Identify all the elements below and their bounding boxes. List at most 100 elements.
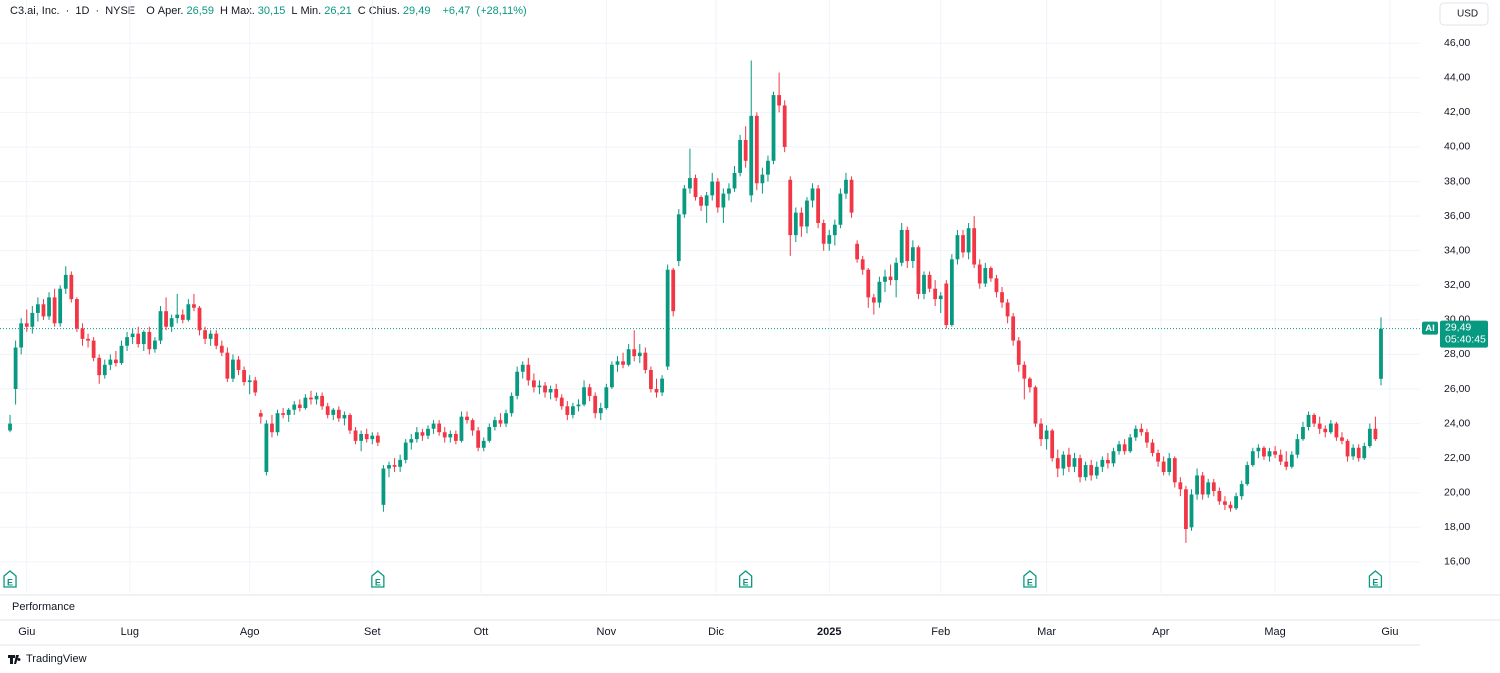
candle-body (448, 433, 453, 438)
candle-body (688, 178, 692, 189)
candle-body (364, 433, 369, 440)
candle-body (944, 283, 949, 326)
candle-body (1301, 427, 1305, 440)
candle-body (1128, 437, 1133, 452)
candle-body (426, 428, 430, 436)
x-tick-label: Nov (597, 626, 617, 638)
field-value: 29,49 (402, 5, 431, 17)
candle-body (827, 235, 832, 244)
candle-body (19, 323, 24, 348)
currency[interactable]: USD (1457, 9, 1478, 20)
candle-body (303, 397, 308, 409)
earnings-icon (1368, 570, 1383, 588)
candle-body (548, 388, 553, 393)
candle-body (1323, 428, 1328, 433)
candle-body (782, 105, 787, 147)
candle-body (1317, 423, 1322, 429)
y-tick-label: 42,00 (1444, 106, 1470, 118)
candle-body (1150, 442, 1155, 453)
candle-body (453, 433, 458, 441)
candle-body (387, 465, 391, 469)
candle-body (1111, 451, 1116, 464)
candle-body (593, 395, 598, 414)
candle-body (793, 212, 798, 236)
candle-body (777, 95, 781, 106)
candle-body (537, 385, 542, 388)
field-value: 26,59 (186, 5, 214, 17)
candle-body (671, 269, 676, 312)
symbol: C3.ai, Inc. (10, 5, 60, 17)
candle-body (576, 404, 581, 407)
candle-body (727, 188, 731, 194)
last-price-label: 29,49 (1445, 321, 1471, 333)
candle-body (922, 274, 926, 294)
candle-body (481, 440, 486, 448)
candle-body (320, 395, 325, 407)
candle-body (654, 388, 659, 393)
candle-body (247, 380, 252, 383)
candle-body (649, 369, 653, 389)
candle-body (1117, 444, 1121, 452)
candle-body (292, 404, 297, 410)
candle-body (1106, 459, 1110, 464)
x-tick-label: Lug (121, 626, 139, 638)
candle-body (208, 333, 213, 339)
candle-body (838, 193, 843, 225)
candle-body (894, 262, 899, 281)
candle-body (36, 304, 40, 313)
candle-body (147, 331, 152, 350)
candle-body (637, 352, 642, 357)
candle-body (743, 140, 748, 161)
candle-body (598, 408, 603, 414)
candle-body (1234, 496, 1238, 509)
candle-body (1094, 466, 1099, 476)
candle-body (203, 330, 207, 339)
candle-body (855, 243, 860, 260)
x-tick-label: Dic (708, 626, 724, 638)
candle-body (771, 95, 776, 161)
candle-body (866, 269, 871, 298)
candle-body (615, 361, 620, 365)
ohlc-fields: O Aper. 26,59 H Max. 30,15 L Min. 26,21 C Chius. 29… (146, 5, 436, 17)
field-name: Aper. (157, 5, 184, 17)
candle-body (805, 200, 809, 227)
earnings-label: E (7, 577, 13, 587)
candle-body (8, 423, 12, 431)
candle-body (270, 423, 274, 433)
candle-body (359, 433, 364, 441)
candle-body (955, 235, 960, 260)
candle-body (816, 188, 821, 224)
x-tick-label: Ott (474, 626, 489, 638)
x-tick-label: Ago (240, 626, 260, 638)
candle-body (632, 349, 637, 357)
currency-button[interactable] (1439, 2, 1489, 26)
earnings-label: E (743, 577, 749, 587)
candle-body (1189, 494, 1194, 528)
candle-body (437, 423, 442, 433)
candle-body (403, 442, 408, 460)
candle-body (554, 388, 559, 398)
candle-body (905, 229, 910, 262)
candle-body (30, 312, 35, 327)
candle-body (1223, 501, 1227, 505)
x-tick-label: Set (364, 626, 381, 638)
candle-body (1328, 423, 1333, 433)
candle-body (559, 397, 564, 407)
candle-body (353, 430, 358, 441)
candle-body (788, 179, 793, 236)
candle-body (676, 214, 681, 262)
candle-body (164, 311, 168, 327)
candle-body (180, 314, 185, 320)
candle-body (1267, 451, 1272, 457)
candle-body (1306, 414, 1311, 428)
change-pct: (+28,11%) (476, 5, 527, 17)
candle-body (431, 423, 436, 429)
x-tick-label: Giu (18, 626, 35, 638)
earnings-icon (371, 570, 385, 588)
candle-body (219, 345, 224, 353)
candle-body (1362, 446, 1367, 459)
y-tick-label: 32,00 (1444, 279, 1470, 291)
candle-body (381, 468, 386, 505)
candle-body (821, 223, 826, 244)
field-key: L (291, 5, 298, 17)
